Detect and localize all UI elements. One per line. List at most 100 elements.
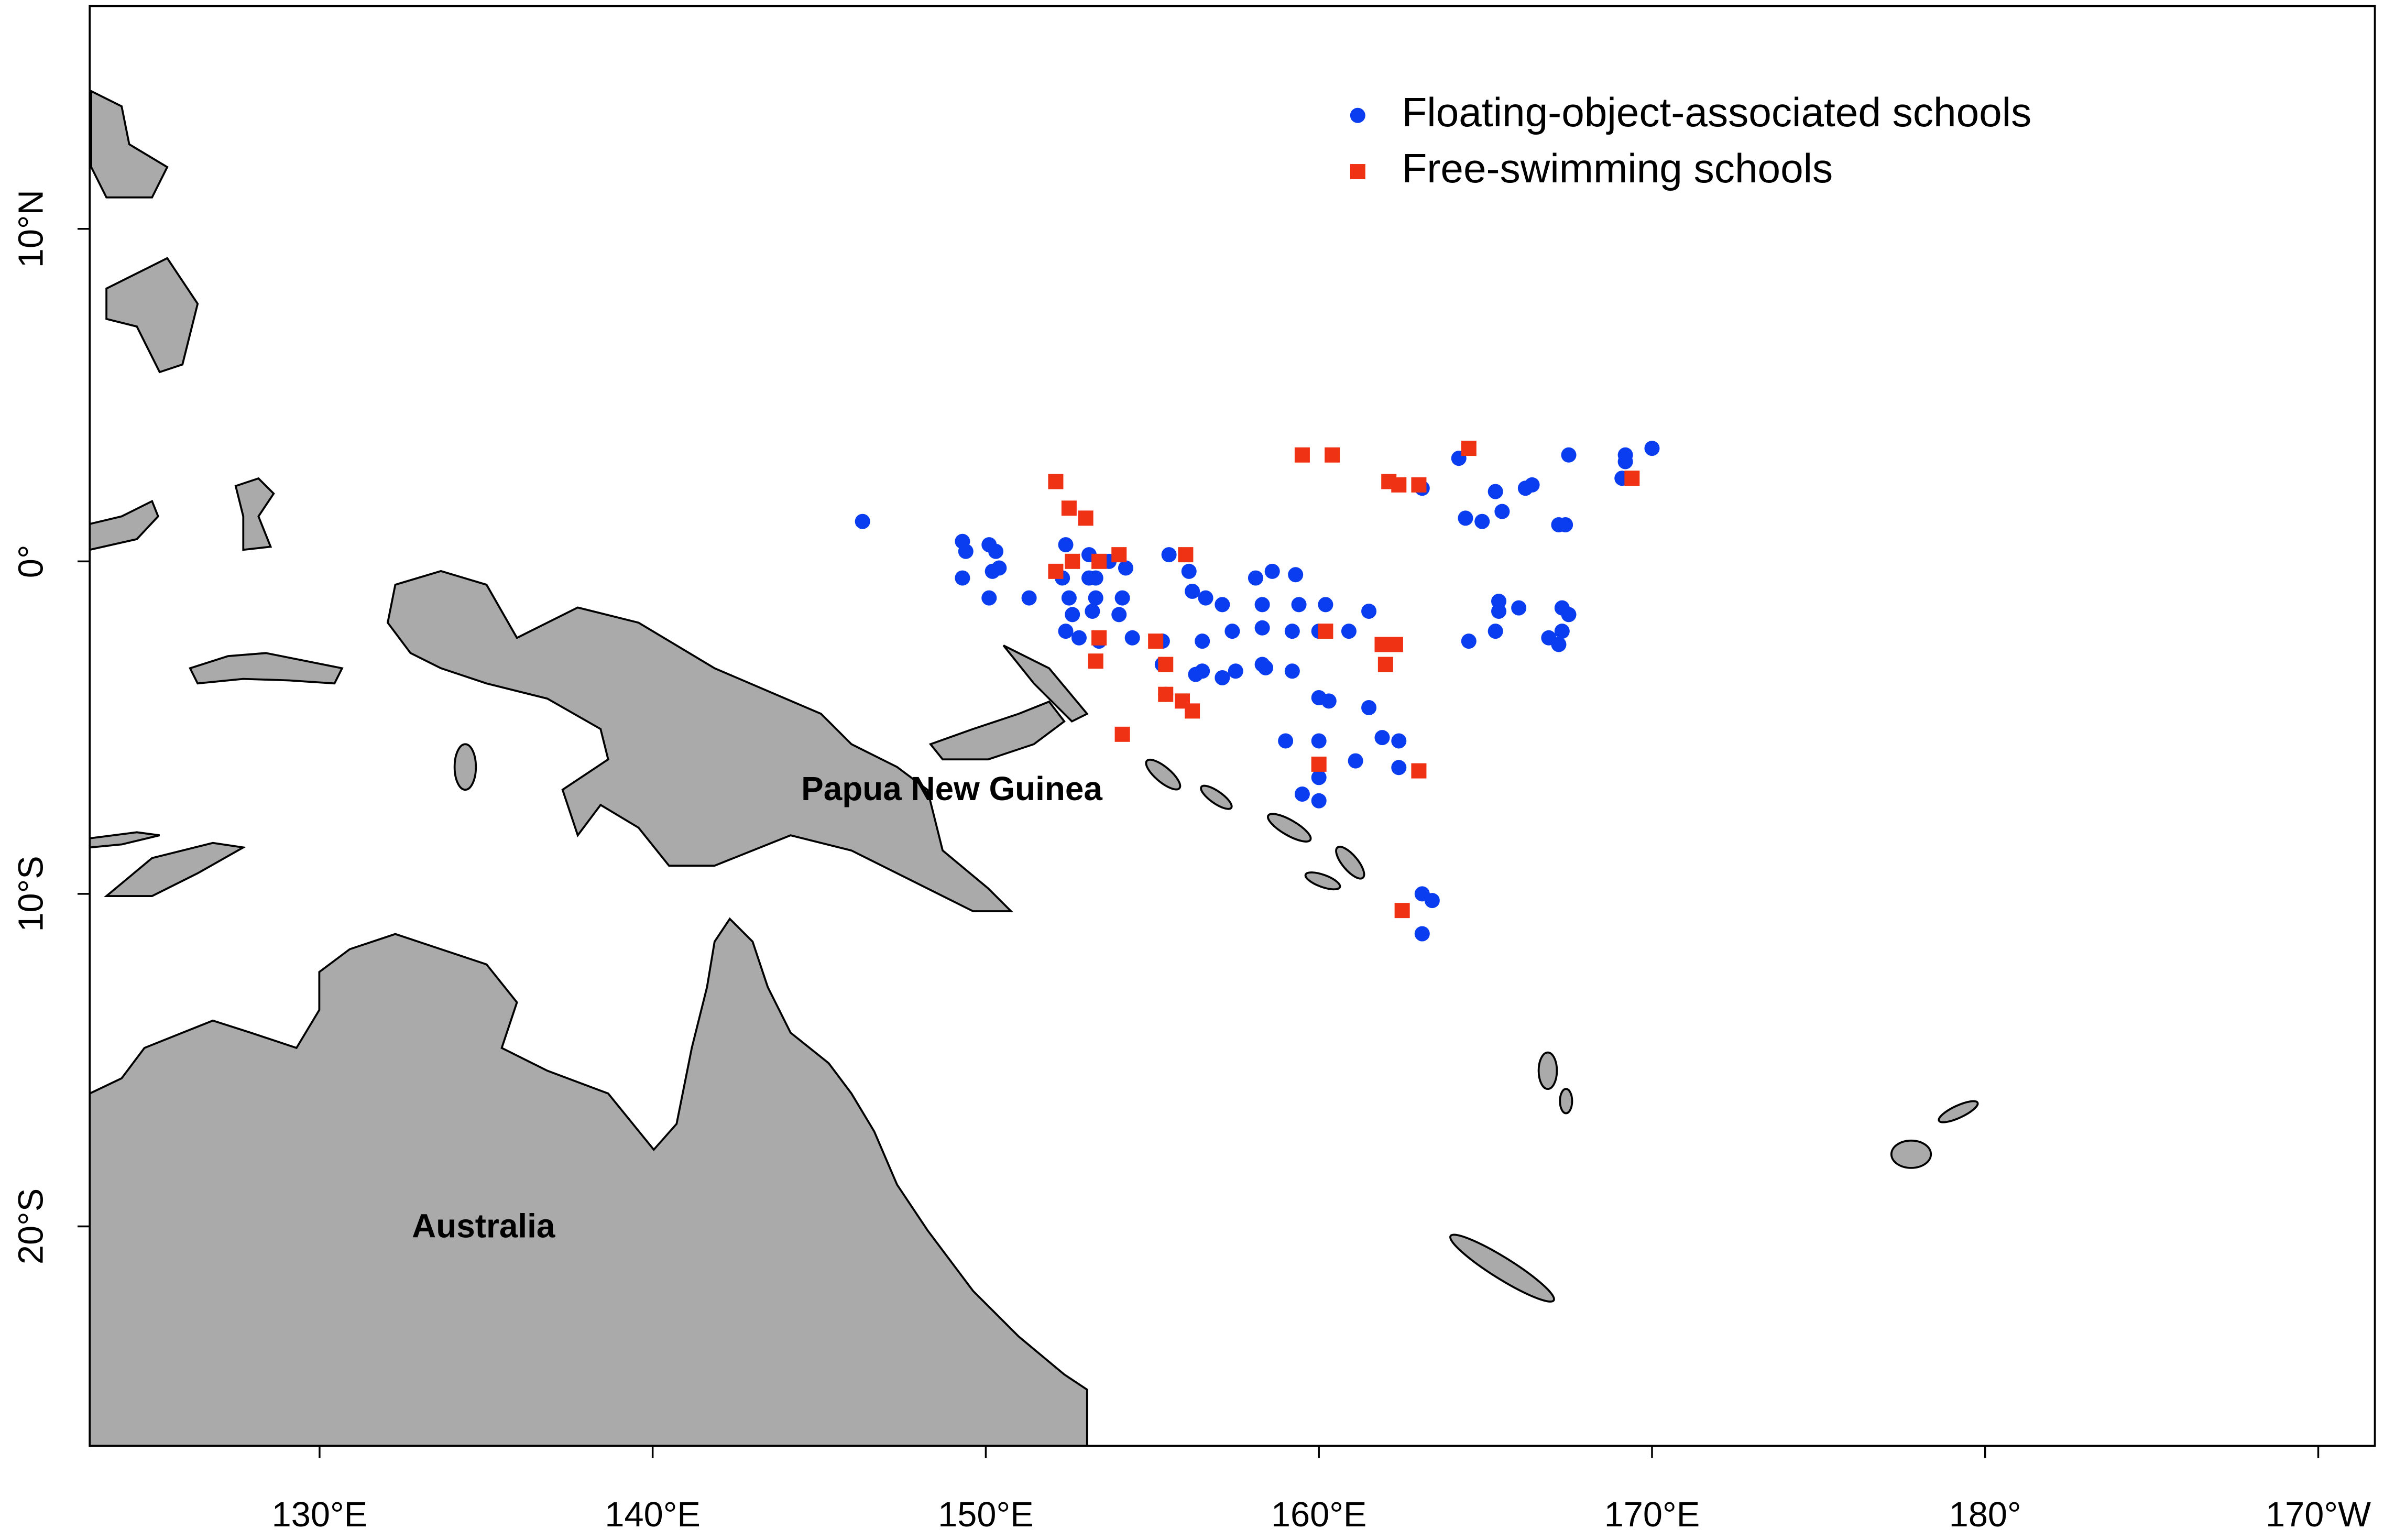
- square-marker: [1461, 441, 1477, 456]
- circle-marker: [1551, 637, 1567, 652]
- circle-marker: [1350, 107, 1365, 123]
- fiji: [1938, 1100, 1979, 1123]
- circle-marker: [1311, 793, 1327, 809]
- circle-marker: [1561, 607, 1577, 622]
- circle-marker: [1644, 441, 1660, 456]
- mindanao: [105, 257, 199, 374]
- x-tick-label: 170°W: [2266, 1495, 2371, 1534]
- circle-marker: [1248, 570, 1263, 586]
- circle-marker: [1181, 563, 1197, 579]
- circle-marker: [1284, 663, 1300, 679]
- circle-marker: [1361, 604, 1377, 619]
- x-tick-label: 130°E: [272, 1495, 368, 1534]
- new-ireland: [1002, 645, 1089, 723]
- circle-marker: [1215, 670, 1230, 685]
- square-marker: [1111, 547, 1127, 563]
- seram: [189, 652, 344, 685]
- australia: [90, 917, 1088, 1446]
- circle-marker: [1195, 663, 1210, 679]
- island: [453, 743, 477, 791]
- square-marker: [1114, 726, 1130, 742]
- circle-marker: [1195, 634, 1210, 649]
- square-marker: [1350, 164, 1365, 180]
- circle-marker: [1341, 624, 1357, 639]
- circle-marker: [1414, 926, 1430, 942]
- square-marker: [1391, 477, 1407, 493]
- circle-marker: [1215, 597, 1230, 613]
- island: [1145, 758, 1182, 791]
- halmahera: [234, 477, 275, 551]
- circle-marker: [955, 570, 970, 586]
- circle-marker: [991, 560, 1007, 576]
- island: [1335, 846, 1365, 880]
- circle-marker: [1311, 770, 1327, 785]
- square-marker: [1091, 630, 1107, 646]
- sulawesi: [90, 499, 159, 551]
- circle-marker: [1491, 604, 1507, 619]
- circle-marker: [1264, 563, 1280, 579]
- circle-marker: [1617, 454, 1633, 469]
- plot-frame: [89, 5, 2376, 1447]
- y-tick-label: 10°N: [12, 190, 50, 268]
- circle-marker: [1474, 514, 1490, 529]
- island: [1200, 784, 1233, 810]
- square-marker: [1178, 547, 1194, 563]
- x-tick-label: 180°: [1949, 1495, 2021, 1534]
- region-label: Australia: [412, 1207, 555, 1245]
- square-marker: [1048, 474, 1064, 489]
- circle-marker: [1224, 624, 1240, 639]
- island: [1266, 813, 1312, 843]
- square-marker: [1311, 756, 1327, 772]
- circle-marker: [1228, 663, 1243, 679]
- square-marker: [1374, 637, 1390, 652]
- x-tick-label: 170°E: [1604, 1495, 1700, 1534]
- new-caledonia: [1449, 1233, 1555, 1303]
- circle-marker: [1558, 517, 1573, 533]
- circle-marker: [958, 543, 974, 559]
- circle-marker: [1461, 634, 1477, 649]
- circle-marker: [1278, 733, 1294, 749]
- circle-marker: [1284, 624, 1300, 639]
- circle-marker: [1254, 620, 1270, 636]
- square-marker: [1394, 903, 1410, 919]
- circle-marker: [1061, 590, 1077, 606]
- circle-marker: [1185, 583, 1200, 599]
- square-marker: [1411, 477, 1427, 493]
- square-marker: [1158, 657, 1174, 672]
- square-marker: [1387, 637, 1403, 652]
- circle-marker: [1118, 560, 1133, 576]
- y-tick-label: 20°S: [12, 1188, 50, 1264]
- circle-marker: [988, 543, 1004, 559]
- circle-marker: [1524, 477, 1540, 493]
- square-marker: [1088, 653, 1103, 669]
- circle-marker: [855, 514, 870, 529]
- circle-marker: [1321, 693, 1337, 709]
- circle-marker: [1288, 567, 1304, 583]
- circle-marker: [1114, 590, 1130, 606]
- circle-marker: [1021, 590, 1037, 606]
- fiji: [1890, 1139, 1932, 1169]
- y-tick-label: 10°S: [12, 856, 50, 932]
- square-marker: [1294, 447, 1310, 463]
- square-marker: [1411, 763, 1427, 779]
- square-marker: [1377, 657, 1393, 672]
- circle-marker: [1348, 753, 1363, 769]
- region-label: Papua New Guinea: [801, 770, 1102, 807]
- circle-marker: [1458, 510, 1473, 526]
- landmasses: [90, 89, 1979, 1446]
- flores: [90, 831, 160, 849]
- circle-marker: [1294, 787, 1310, 802]
- square-marker: [1078, 510, 1093, 526]
- circle-marker: [1494, 504, 1510, 519]
- circle-marker: [1391, 760, 1407, 776]
- island: [1304, 871, 1341, 891]
- timor: [103, 842, 246, 897]
- circle-marker: [1058, 624, 1074, 639]
- circle-marker: [1488, 624, 1503, 639]
- square-marker: [1061, 500, 1077, 516]
- circle-marker: [1111, 607, 1127, 622]
- circle-marker: [1161, 547, 1177, 563]
- circle-marker: [1124, 630, 1140, 646]
- circle-marker: [1065, 607, 1080, 622]
